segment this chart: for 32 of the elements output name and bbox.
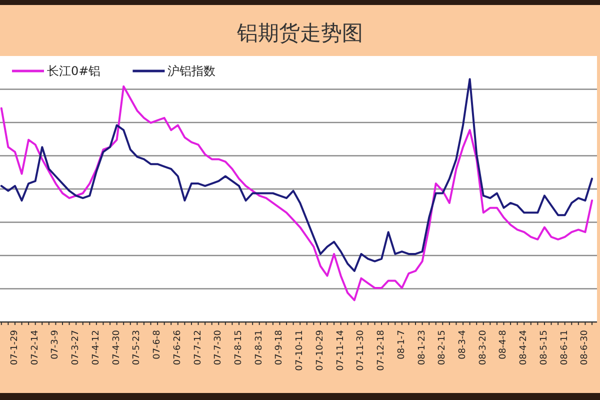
x-tick-label: 07-8-15 — [234, 330, 244, 366]
x-tick-label: 07-1-29 — [10, 330, 20, 366]
x-tick-label: 07-3-27 — [71, 330, 82, 366]
x-tick-label: 07-11-30 — [356, 330, 366, 371]
x-tick-label: 07-10-29 — [315, 330, 326, 371]
x-tick-label: 08-5-15 — [539, 330, 550, 366]
x-tick-label: 08-6-11 — [560, 330, 570, 366]
x-tick-label: 07-6-26 — [172, 330, 183, 366]
legend-label: 长江0#铝 — [47, 64, 101, 78]
x-tick-label: 08-4-8 — [498, 330, 509, 360]
x-tick-label: 07-4-12 — [91, 330, 102, 366]
x-tick-label: 07-6-8 — [152, 330, 163, 360]
x-tick-label: 07-11-14 — [336, 330, 346, 371]
x-tick-label: 08-3-20 — [478, 330, 488, 366]
x-tick-label: 08-1-23 — [417, 330, 428, 366]
x-tick-label: 07-10-11 — [295, 330, 306, 371]
x-tick-label: 07-3-9 — [50, 330, 61, 360]
x-tick-label: 07-4-30 — [112, 330, 122, 366]
x-tick-label: 08-3-4 — [458, 330, 468, 360]
x-tick-label: 07-12-18 — [376, 330, 387, 371]
x-tick-label: 08-6-30 — [580, 330, 590, 366]
x-tick-label: 07-5-23 — [132, 330, 142, 366]
x-tick-label: 08-2-15 — [438, 330, 448, 366]
x-tick-label: 07-8-31 — [254, 330, 264, 366]
legend-label: 沪铝指数 — [168, 64, 216, 78]
x-tick-label: 07-7-12 — [193, 330, 204, 366]
x-tick-label: 07-9-18 — [274, 330, 285, 366]
x-tick-label: 08-4-24 — [519, 330, 530, 366]
x-tick-label: 07-2-14 — [30, 330, 40, 366]
x-tick-label: 07-7-30 — [214, 330, 224, 366]
x-tick-label: 08-1-7 — [396, 330, 407, 360]
chart-title: 铝期货走势图 — [236, 21, 363, 45]
